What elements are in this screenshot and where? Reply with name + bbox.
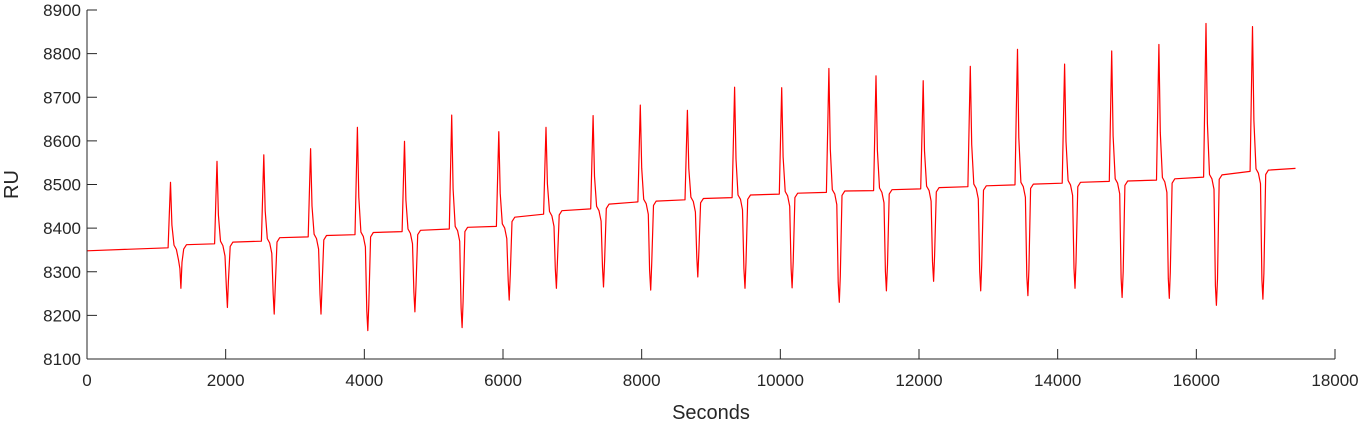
- y-axis-ticks: 8100 8200 8300 8400 8500 8600 8700 8800 8900: [43, 1, 97, 369]
- y-tick-label: 8400: [43, 219, 81, 238]
- x-tick-label: 12000: [895, 371, 942, 390]
- x-tick-label: 16000: [1173, 371, 1220, 390]
- x-tick-label: 4000: [345, 371, 383, 390]
- y-tick-label: 8600: [43, 132, 81, 151]
- y-tick-label: 8500: [43, 176, 81, 195]
- y-tick-label: 8300: [43, 263, 81, 282]
- x-tick-label: 2000: [207, 371, 245, 390]
- y-axis-label: RU: [1, 170, 23, 199]
- y-tick-label: 8700: [43, 88, 81, 107]
- x-axis-label: Seconds: [672, 402, 750, 423]
- x-tick-label: 8000: [623, 371, 661, 390]
- x-tick-label: 10000: [757, 371, 804, 390]
- x-tick-label: 6000: [484, 371, 522, 390]
- y-tick-label: 8200: [43, 306, 81, 325]
- x-tick-label: 0: [82, 371, 91, 390]
- y-tick-label: 8900: [43, 1, 81, 20]
- y-tick-label: 8100: [43, 350, 81, 369]
- y-tick-label: 8800: [43, 45, 81, 64]
- x-tick-label: 14000: [1034, 371, 1081, 390]
- plot-area: [86, 22, 1296, 332]
- x-tick-label: 18000: [1311, 371, 1358, 390]
- x-axis-ticks: 0 2000 4000 6000 8000 10000 12000 14000 16000 180…: [82, 349, 1359, 390]
- series-line-0: [86, 22, 1296, 332]
